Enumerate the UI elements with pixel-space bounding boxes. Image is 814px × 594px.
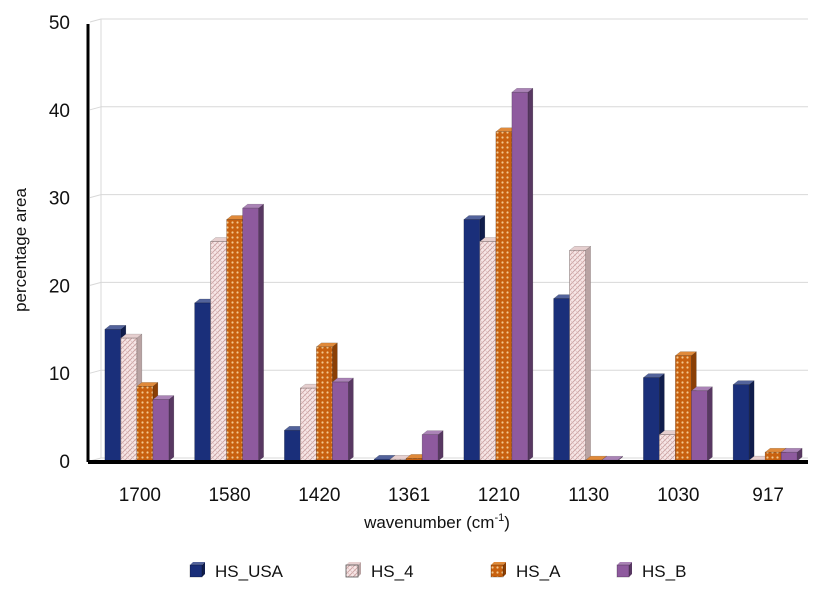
legend-item: HS_B <box>616 562 686 581</box>
x-tick-label: 1580 <box>208 485 250 506</box>
gridline-side <box>89 106 102 111</box>
y-tick-label: 50 <box>49 13 70 34</box>
bar <box>780 447 803 462</box>
legend-label: HS_4 <box>371 562 414 581</box>
y-tick-labels: 0 10 20 30 40 50 <box>49 13 70 473</box>
x-axis-title: wavenumber (cm-1) <box>363 512 510 532</box>
y-tick-label: 10 <box>49 364 70 385</box>
legend-item: HS_4 <box>345 562 414 581</box>
y-axis-title: percentage area <box>11 188 30 312</box>
bar <box>690 386 714 462</box>
bar <box>241 203 265 462</box>
bar <box>732 380 755 462</box>
bar <box>421 430 444 462</box>
bar <box>331 377 355 462</box>
gridline-side <box>89 194 102 199</box>
legend-swatch <box>189 564 203 578</box>
legend-swatch <box>616 564 630 578</box>
x-tick-label: 1210 <box>478 485 520 506</box>
x-tick-label: 917 <box>752 485 784 506</box>
x-tick-label: 1420 <box>298 485 340 506</box>
legend-swatch <box>490 564 504 578</box>
legend-label: HS_A <box>516 562 561 581</box>
bar <box>568 245 592 462</box>
bar <box>511 87 534 462</box>
legend-swatch <box>345 564 359 578</box>
x-tick-label: 1030 <box>657 485 699 506</box>
y-tick-label: 30 <box>49 189 70 210</box>
legend-item: HS_USA <box>189 562 284 581</box>
legend-label: HS_B <box>642 562 686 581</box>
legend-item: HS_A <box>490 562 561 581</box>
x-tick-label: 1700 <box>119 485 161 506</box>
bar <box>152 395 175 462</box>
gridline-side <box>89 281 102 286</box>
y-tick-label: 0 <box>59 452 70 473</box>
x-tick-labels: 1700 1580 1420 1361 1210 1130 1030 917 <box>119 485 784 506</box>
gridline-side <box>89 369 102 374</box>
y-tick-label: 20 <box>49 276 70 297</box>
gridline-side <box>89 18 102 23</box>
x-tick-label: 1130 <box>568 485 609 506</box>
legend-label: HS_USA <box>215 562 284 581</box>
x-tick-label: 1361 <box>388 485 430 506</box>
bars <box>104 87 803 462</box>
legend: HS_USA HS_4 HS_A HS_B <box>189 562 686 581</box>
axes <box>86 24 808 464</box>
y-tick-label: 40 <box>49 101 70 122</box>
